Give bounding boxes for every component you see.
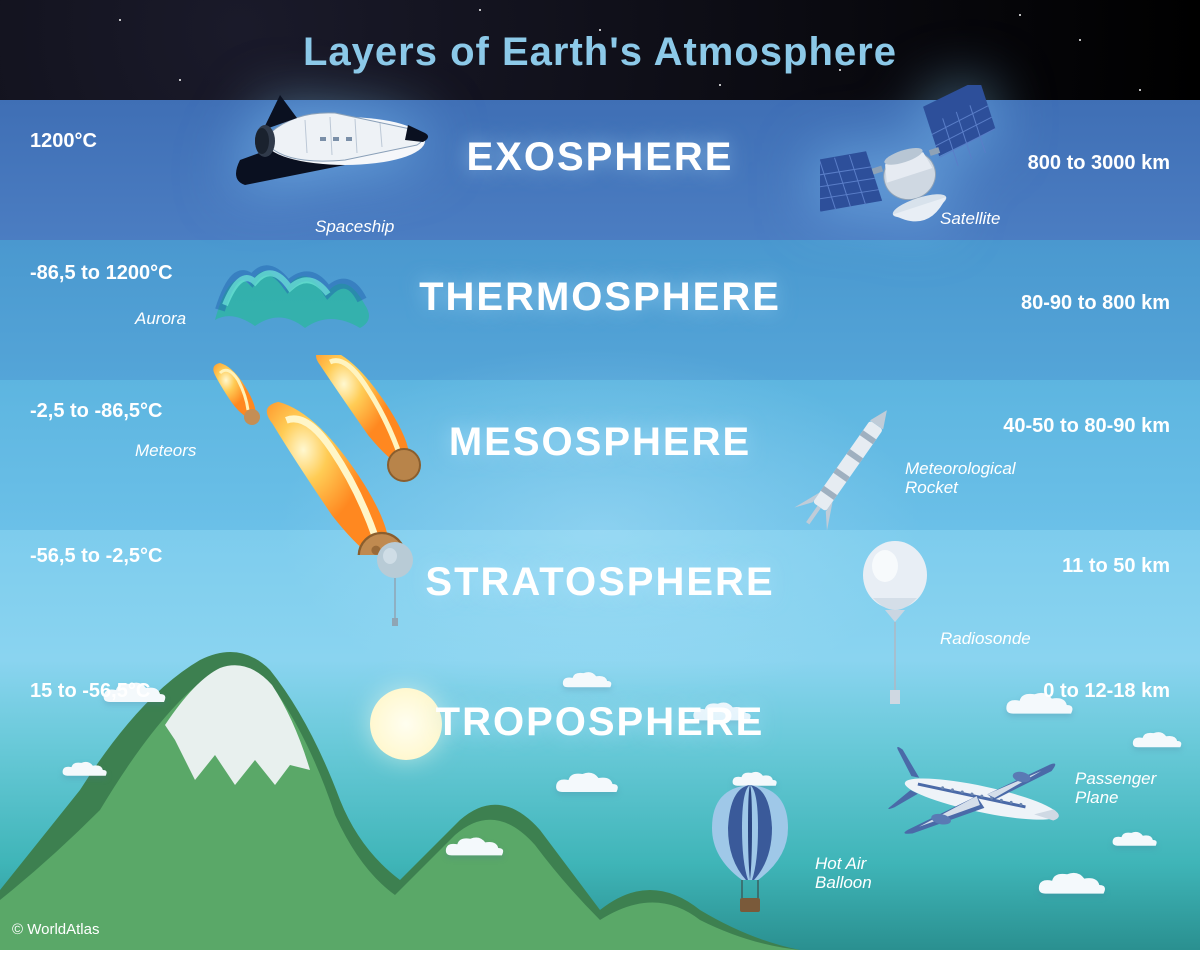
radiosonde-icon — [855, 540, 935, 710]
alt-troposphere: 0 to 12-18 km — [1043, 680, 1170, 703]
aurora-icon — [210, 250, 380, 340]
alt-stratosphere: 11 to 50 km — [1062, 555, 1170, 578]
label-radiosonde: Radiosonde — [940, 630, 1031, 649]
label-aurora: Aurora — [135, 310, 186, 329]
label-hotair: Hot Air Balloon — [815, 855, 872, 892]
cloud-icon — [550, 770, 625, 798]
cloud-icon — [1110, 830, 1160, 850]
cloud-icon — [560, 670, 615, 692]
alt-thermosphere: 80-90 to 800 km — [1021, 292, 1170, 315]
credit-text: © WorldAtlas — [12, 921, 99, 938]
temp-thermosphere: -86,5 to 1200°C — [30, 262, 173, 285]
layer-name-thermosphere: THERMOSPHERE — [419, 275, 781, 320]
passenger-plane-icon — [885, 740, 1085, 870]
alt-mesosphere: 40-50 to 80-90 km — [1003, 415, 1170, 438]
layer-name-mesosphere: MESOSPHERE — [449, 420, 751, 465]
balloon-small-icon — [370, 540, 420, 630]
cloud-icon — [1030, 870, 1115, 900]
temp-troposphere: 15 to -56,5°C — [30, 680, 150, 703]
cloud-icon — [1130, 730, 1185, 752]
layer-name-troposphere: TROPOSPHERE — [436, 700, 765, 745]
label-rocket: Meteorological Rocket — [905, 460, 1016, 497]
layer-name-stratosphere: STRATOSPHERE — [425, 560, 774, 605]
cloud-icon — [60, 760, 110, 780]
temp-mesosphere: -2,5 to -86,5°C — [30, 400, 162, 423]
label-satellite: Satellite — [940, 210, 1000, 229]
spaceship-icon — [225, 85, 435, 215]
temp-exosphere: 1200°C — [30, 130, 97, 153]
alt-exosphere: 800 to 3000 km — [1028, 152, 1170, 175]
hot-air-balloon-icon — [700, 780, 800, 920]
rocket-icon — [770, 395, 920, 545]
label-plane: Passenger Plane — [1075, 770, 1156, 807]
page-title: Layers of Earth's Atmosphere — [0, 30, 1200, 75]
cloud-icon — [440, 835, 510, 861]
layer-name-exosphere: EXOSPHERE — [467, 135, 734, 180]
label-spaceship: Spaceship — [315, 218, 394, 237]
sun-icon — [370, 688, 442, 760]
label-meteors: Meteors — [135, 442, 196, 461]
temp-stratosphere: -56,5 to -2,5°C — [30, 545, 162, 568]
meteors-icon — [160, 355, 460, 555]
satellite-icon — [820, 85, 1000, 255]
